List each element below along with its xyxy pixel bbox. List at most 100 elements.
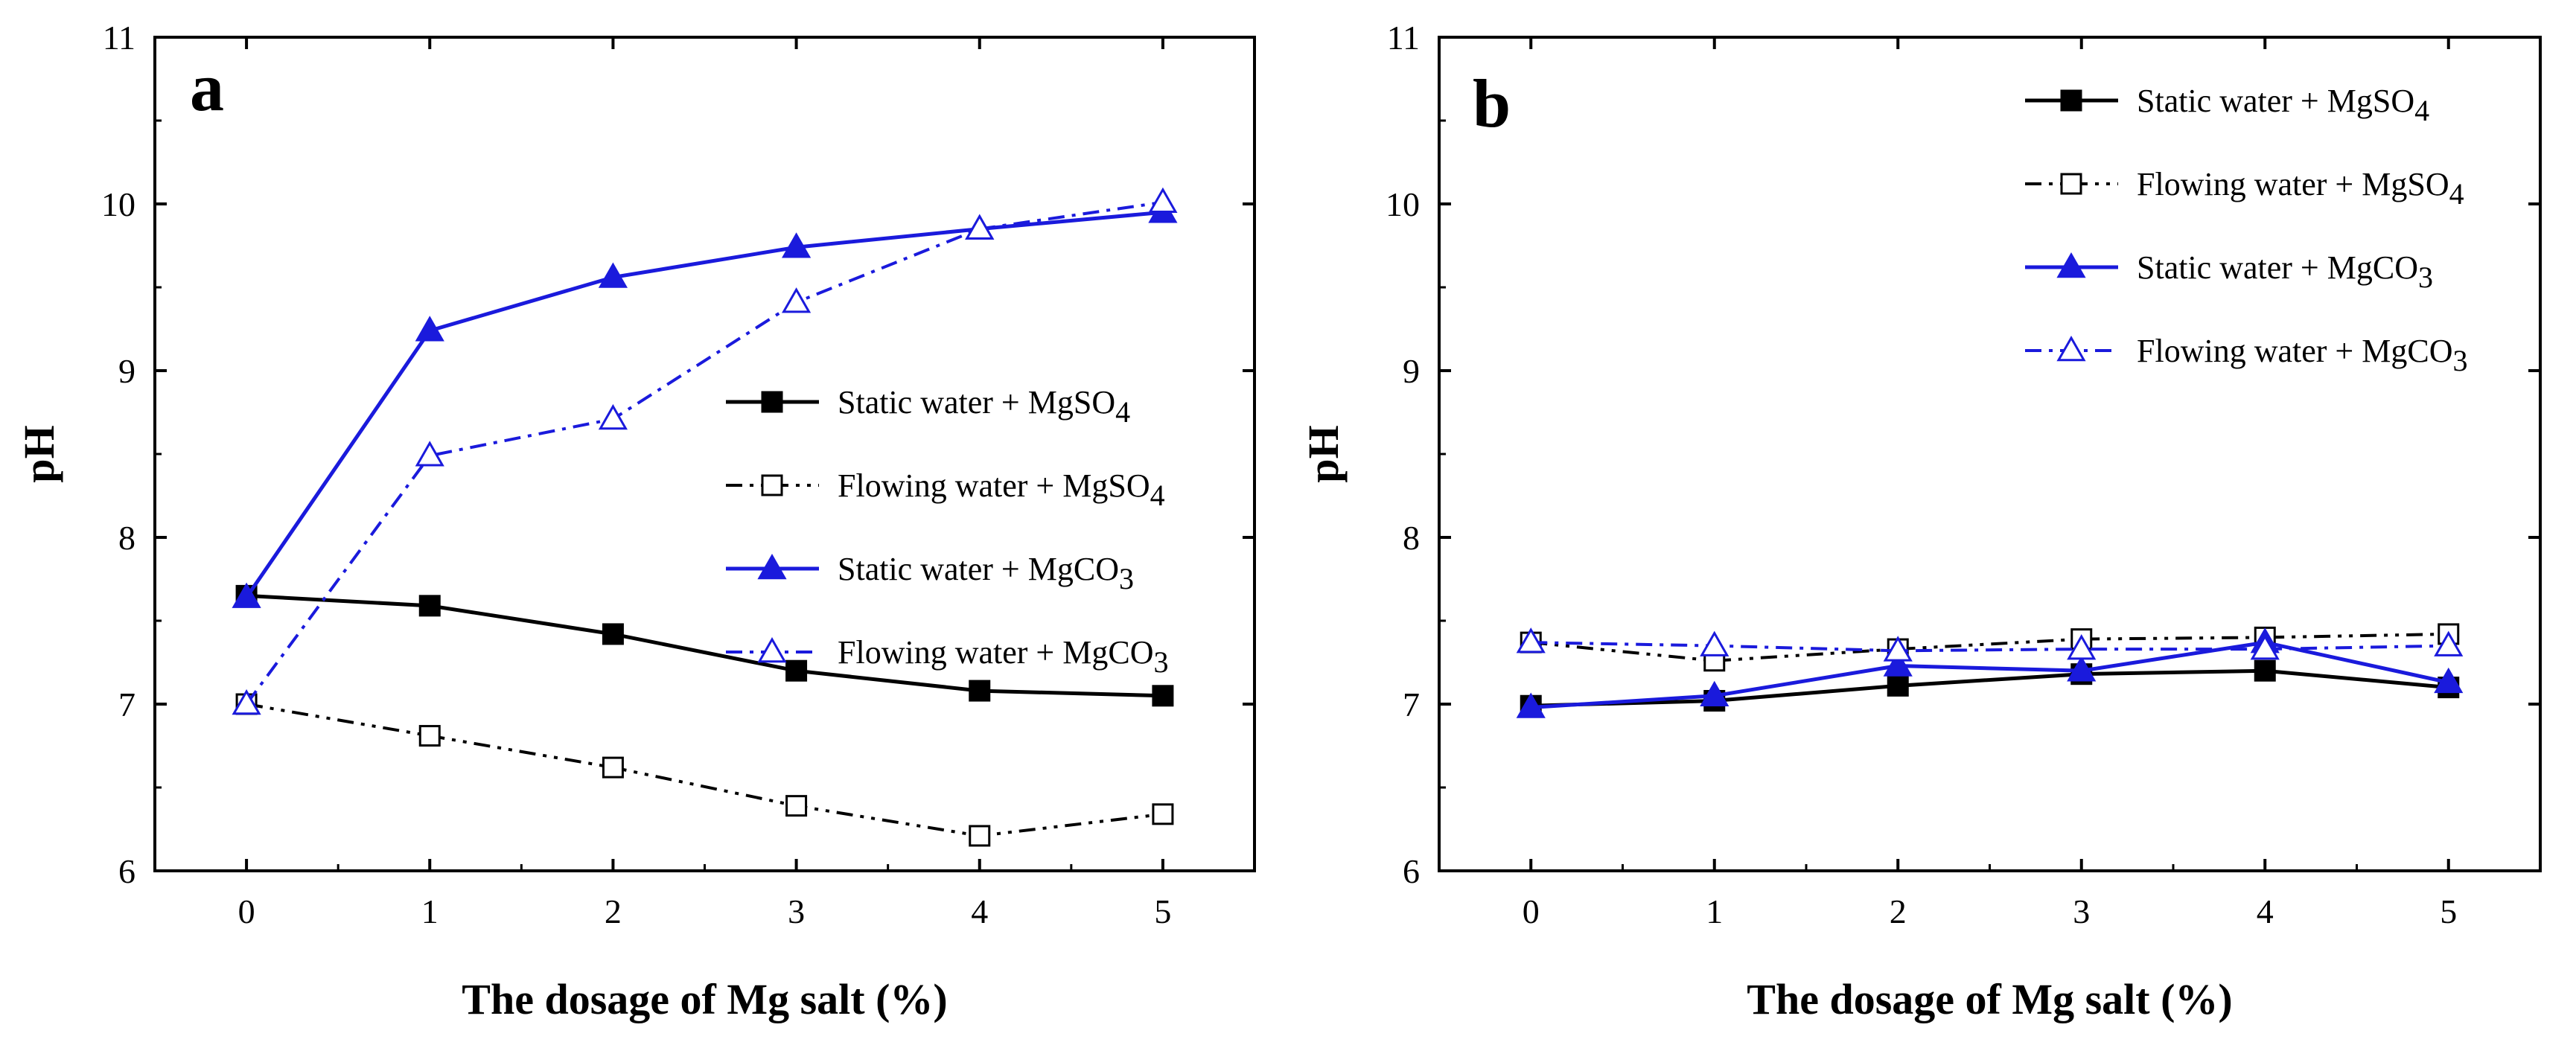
legend-marker xyxy=(2056,335,2086,362)
x-tick-label: 3 xyxy=(2073,892,2090,930)
data-point xyxy=(1883,651,1913,677)
x-tick-label: 2 xyxy=(605,892,622,930)
legend-label: Static water + MgCO3 xyxy=(2137,249,2433,294)
series-line xyxy=(1531,640,2449,709)
data-point xyxy=(415,316,444,342)
data-point xyxy=(965,214,995,240)
series-4 xyxy=(1516,627,2464,662)
y-tick-label: 6 xyxy=(118,852,136,890)
x-tick-label: 4 xyxy=(971,892,988,930)
data-point xyxy=(969,825,991,847)
data-point xyxy=(418,725,441,747)
data-point xyxy=(2434,630,2464,656)
x-tick-label: 1 xyxy=(421,892,439,930)
data-point xyxy=(1152,803,1174,825)
y-axis-title: pH xyxy=(15,425,63,482)
y-tick-label: 9 xyxy=(118,352,136,390)
y-tick-label: 6 xyxy=(1403,852,1420,890)
plot-frame xyxy=(1438,36,2542,872)
data-point xyxy=(781,287,812,313)
data-point xyxy=(2434,667,2464,694)
legend-label-subscript: 3 xyxy=(2452,344,2467,377)
data-point xyxy=(2254,659,2276,682)
legend-label-subscript: 3 xyxy=(1119,562,1134,595)
data-point xyxy=(1516,692,1546,718)
series-line xyxy=(1531,668,2449,708)
series-line xyxy=(1531,641,2449,653)
series-line xyxy=(245,210,1164,599)
data-point xyxy=(785,659,808,682)
y-tick-label: 11 xyxy=(1387,19,1420,57)
series-line xyxy=(246,593,1163,698)
legend-marker xyxy=(761,474,783,496)
y-tick-label: 9 xyxy=(1403,352,1420,390)
data-point xyxy=(2250,634,2280,660)
data-point xyxy=(1883,636,1913,662)
x-tick-label: 1 xyxy=(1706,892,1723,930)
legend-label-subscript: 4 xyxy=(2414,94,2429,127)
series-2 xyxy=(1520,623,2460,672)
data-point xyxy=(2067,656,2097,682)
y-tick-label: 10 xyxy=(1386,185,1420,223)
x-tick-label: 2 xyxy=(1890,892,1907,930)
legend-label: Static water + MgSO4 xyxy=(838,384,1130,429)
y-tick-label: 8 xyxy=(1403,519,1420,557)
series-line xyxy=(245,200,1164,706)
x-tick-label: 5 xyxy=(2440,892,2457,930)
y-tick-label: 7 xyxy=(1403,686,1420,723)
panel-label: b xyxy=(1473,65,1511,141)
x-tick-label: 5 xyxy=(1154,892,1171,930)
panel-label: a xyxy=(190,49,224,125)
y-tick-label: 11 xyxy=(103,19,136,57)
data-point xyxy=(1700,680,1729,707)
x-tick-label: 4 xyxy=(2257,892,2274,930)
legend-marker xyxy=(2056,252,2086,278)
data-point xyxy=(598,262,628,288)
series-4 xyxy=(232,187,1178,715)
legend-label: Static water + MgCO3 xyxy=(838,551,1134,595)
legend-label-subscript: 3 xyxy=(1153,645,1168,679)
data-point xyxy=(232,582,261,608)
legend-label: Flowing water + MgCO3 xyxy=(2137,333,2467,377)
legend-label-subscript: 4 xyxy=(1115,395,1130,429)
legend-label-subscript: 3 xyxy=(2418,261,2433,294)
chart-panel-b: 0 1 2 3 4 5 6 7 8 9 10 11 The dosage of Mg salt (%) p… xyxy=(1299,19,2542,1023)
y-tick-label: 10 xyxy=(101,185,136,223)
data-point xyxy=(1516,627,1546,653)
series-line xyxy=(1531,632,2449,662)
data-point xyxy=(1148,187,1178,214)
data-point xyxy=(1152,685,1174,707)
legend-marker xyxy=(2060,89,2082,112)
series-2 xyxy=(235,693,1174,847)
data-point xyxy=(602,756,624,779)
legend-label: Static water + MgSO4 xyxy=(2137,83,2429,127)
y-tick-label: 8 xyxy=(118,519,136,557)
data-point xyxy=(1887,674,1909,697)
data-point xyxy=(785,795,808,817)
data-point xyxy=(415,441,444,467)
chart-panel-a: 0 1 2 3 4 5 6 7 8 9 10 11 The dosage of Mg salt (%) p… xyxy=(15,19,1256,1023)
y-axis-title: pH xyxy=(1299,425,1348,482)
x-tick-label: 0 xyxy=(238,892,255,930)
legend-label: Flowing water + MgSO4 xyxy=(2137,166,2464,211)
legend-label-subscript: 4 xyxy=(1150,479,1165,512)
x-tick-label: 3 xyxy=(788,892,805,930)
x-axis-title: The dosage of Mg salt (%) xyxy=(462,975,947,1023)
data-point xyxy=(232,688,261,715)
data-point xyxy=(1700,630,1729,656)
legend-label-subscript: 4 xyxy=(2449,177,2464,211)
plot-frame xyxy=(153,36,1256,872)
data-point xyxy=(598,403,628,430)
data-point xyxy=(418,595,441,617)
legend-marker xyxy=(757,553,787,580)
series-line xyxy=(246,703,1164,837)
legend-marker xyxy=(757,636,787,663)
x-tick-label: 0 xyxy=(1523,892,1540,930)
legend-label: Flowing water + MgSO4 xyxy=(838,467,1165,512)
data-point xyxy=(969,680,991,702)
x-axis-title: The dosage of Mg salt (%) xyxy=(1747,975,2232,1023)
data-point xyxy=(781,232,812,258)
y-tick-label: 7 xyxy=(118,686,136,723)
data-point xyxy=(602,623,624,645)
